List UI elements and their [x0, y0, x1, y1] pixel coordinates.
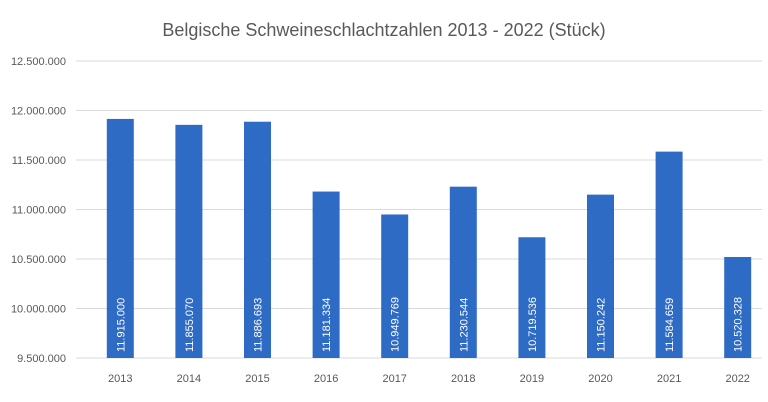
data-label: 10.520.328 [733, 297, 745, 352]
bar [655, 151, 683, 358]
chart-title: Belgische Schweineschlachtzahlen 2013 - … [162, 20, 606, 40]
bar [175, 124, 203, 358]
y-tick-label: 10.500.000 [11, 254, 66, 266]
y-tick-label: 9.500.000 [17, 353, 66, 365]
y-tick-label: 11.000.000 [12, 205, 66, 217]
data-label: 11.855.070 [184, 298, 196, 352]
bar [381, 214, 409, 358]
data-label: 11.915.000 [115, 298, 127, 352]
x-tick-label: 2022 [725, 373, 749, 385]
bar [724, 256, 752, 358]
data-label: 11.584.659 [664, 298, 676, 352]
x-tick-label: 2019 [520, 373, 544, 385]
bar [587, 194, 614, 358]
x-tick-label: 2016 [314, 373, 338, 385]
bar [449, 186, 477, 358]
data-label: 11.181.334 [321, 298, 333, 352]
x-tick-label: 2021 [657, 373, 681, 385]
y-tick-label: 12.500.000 [11, 56, 66, 68]
x-tick-label: 2020 [588, 373, 612, 385]
x-tick-label: 2013 [108, 373, 132, 385]
bar [518, 237, 546, 358]
x-tick-label: 2014 [177, 373, 201, 385]
bar [312, 191, 340, 358]
x-tick-label: 2017 [382, 373, 406, 385]
y-tick-label: 11.500.000 [12, 155, 66, 167]
data-label: 10.719.536 [527, 297, 539, 352]
data-label: 11.886.693 [253, 298, 265, 352]
x-tick-label: 2018 [451, 373, 475, 385]
data-label: 11.230.544 [458, 298, 470, 352]
y-tick-label: 10.000.000 [11, 304, 66, 316]
y-tick-label: 12.000.000 [11, 106, 66, 118]
data-label: 10.949.769 [390, 297, 402, 352]
bar [106, 118, 134, 358]
x-tick-label: 2015 [245, 373, 269, 385]
data-label: 11.150.242 [596, 298, 608, 352]
bar [244, 121, 271, 358]
